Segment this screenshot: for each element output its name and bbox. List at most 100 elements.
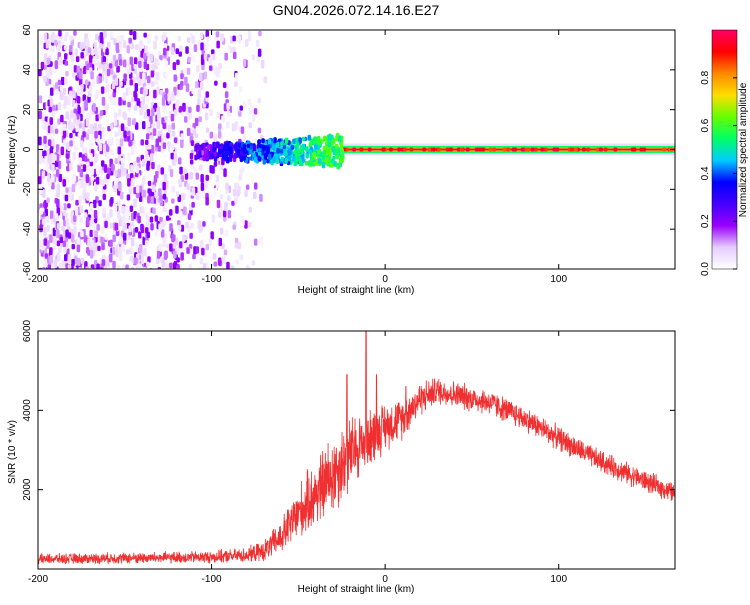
heatmap-cell <box>195 192 199 200</box>
heatmap-cell <box>159 89 164 96</box>
heatmap-cell <box>146 121 151 128</box>
heatmap-cell <box>188 111 192 120</box>
heatmap-cell <box>154 35 159 41</box>
heatmap-cell <box>43 32 48 41</box>
heatmap-cell <box>146 261 150 268</box>
heatmap-cell <box>120 164 124 172</box>
heatmap-cell <box>176 59 180 65</box>
heatmap-cell <box>222 82 227 89</box>
heatmap-cell <box>465 147 470 152</box>
bottom-y-tick-label: 4000 <box>22 399 33 422</box>
heatmap-cell <box>55 169 60 177</box>
heatmap-cell <box>154 191 158 199</box>
heatmap-cell <box>581 147 586 152</box>
heatmap-cell <box>130 266 135 269</box>
heatmap-cell <box>287 149 291 156</box>
heatmap-cell <box>60 114 64 123</box>
top-y-axis-label: Frequency (Hz) <box>7 116 18 185</box>
heatmap-cell <box>77 132 82 139</box>
heatmap-cell <box>241 219 245 226</box>
heatmap-cell <box>169 262 173 269</box>
heatmap-cell <box>151 108 155 117</box>
bottom-x-axis: -200 -100 0 100 <box>28 331 567 585</box>
heatmap-cell <box>67 254 72 263</box>
heatmap-cell <box>145 220 149 226</box>
heatmap-cell <box>75 56 80 63</box>
heatmap-cell <box>61 266 66 269</box>
heatmap-cell <box>233 152 238 159</box>
heatmap-cell <box>198 266 203 269</box>
heatmap-cell <box>155 170 159 179</box>
heatmap-cell <box>242 101 247 108</box>
heatmap-cell <box>118 236 123 245</box>
heatmap-cell <box>140 206 144 214</box>
colorbar-tick-label: 0.0 <box>700 262 711 276</box>
heatmap-cell <box>106 173 110 180</box>
heatmap-cell <box>78 195 82 204</box>
heatmap-cell <box>113 179 118 187</box>
heatmap-cell <box>67 264 72 269</box>
heatmap-cell <box>224 229 229 237</box>
heatmap-cell <box>200 59 205 66</box>
heatmap-cell <box>295 142 300 148</box>
heatmap-cell <box>221 243 225 250</box>
heatmap-cell <box>133 257 137 265</box>
heatmap-cell <box>162 32 167 41</box>
heatmap-cell <box>94 130 98 139</box>
heatmap-cell <box>244 39 249 47</box>
heatmap-cell <box>103 164 108 173</box>
heatmap-cell <box>205 243 209 251</box>
heatmap-cell <box>82 94 86 102</box>
heatmap-cell <box>89 140 93 149</box>
heatmap-cell <box>142 189 146 198</box>
heatmap-cell <box>179 84 183 90</box>
heatmap-cell <box>276 141 280 148</box>
heatmap-cell <box>99 266 103 269</box>
heatmap-cell <box>96 263 100 269</box>
top-x-tick-label: -200 <box>28 274 48 285</box>
heatmap-cell <box>260 59 265 69</box>
heatmap-cell <box>114 158 119 165</box>
heatmap-cell <box>199 81 204 91</box>
heatmap-cell <box>145 213 149 221</box>
heatmap-cell <box>251 54 256 61</box>
heatmap-cell <box>54 60 59 70</box>
heatmap-cell <box>83 212 88 219</box>
heatmap-cell <box>84 99 88 109</box>
heatmap-cell <box>259 193 263 202</box>
heatmap-cell <box>185 221 189 229</box>
heatmap-cell <box>152 207 156 215</box>
heatmap-cell <box>162 133 167 142</box>
heatmap-cell <box>189 172 194 180</box>
heatmap-cell <box>79 217 84 223</box>
heatmap-cell <box>131 177 135 187</box>
heatmap-cell <box>58 173 62 183</box>
heatmap-cell <box>68 90 73 97</box>
heatmap-cell <box>40 61 45 70</box>
heatmap-cell <box>127 178 131 187</box>
heatmap-cell <box>101 160 105 167</box>
heatmap-cell <box>124 205 129 213</box>
heatmap-cell <box>147 188 151 194</box>
heatmap-cell <box>65 111 69 120</box>
heatmap-cell <box>216 141 220 149</box>
heatmap-cell <box>39 224 43 233</box>
colorbar-tick-label: 0.6 <box>700 118 711 132</box>
heatmap-cell <box>176 91 180 98</box>
heatmap-cell <box>43 258 48 265</box>
bottom-x-tick-label: 100 <box>550 574 567 585</box>
bottom-x-tick-label: -100 <box>202 574 222 585</box>
heatmap-cell <box>38 69 42 77</box>
heatmap-cell <box>67 96 71 106</box>
heatmap-cell <box>298 158 303 164</box>
heatmap-cell <box>117 109 122 117</box>
heatmap-cell <box>98 143 103 152</box>
heatmap-cell <box>121 205 125 214</box>
heatmap-cell <box>138 122 142 128</box>
heatmap-cell <box>324 157 329 164</box>
heatmap-cell <box>165 215 170 221</box>
heatmap-cell <box>220 33 224 42</box>
heatmap-cell <box>128 37 132 44</box>
bottom-x-tick-label: 0 <box>382 574 388 585</box>
